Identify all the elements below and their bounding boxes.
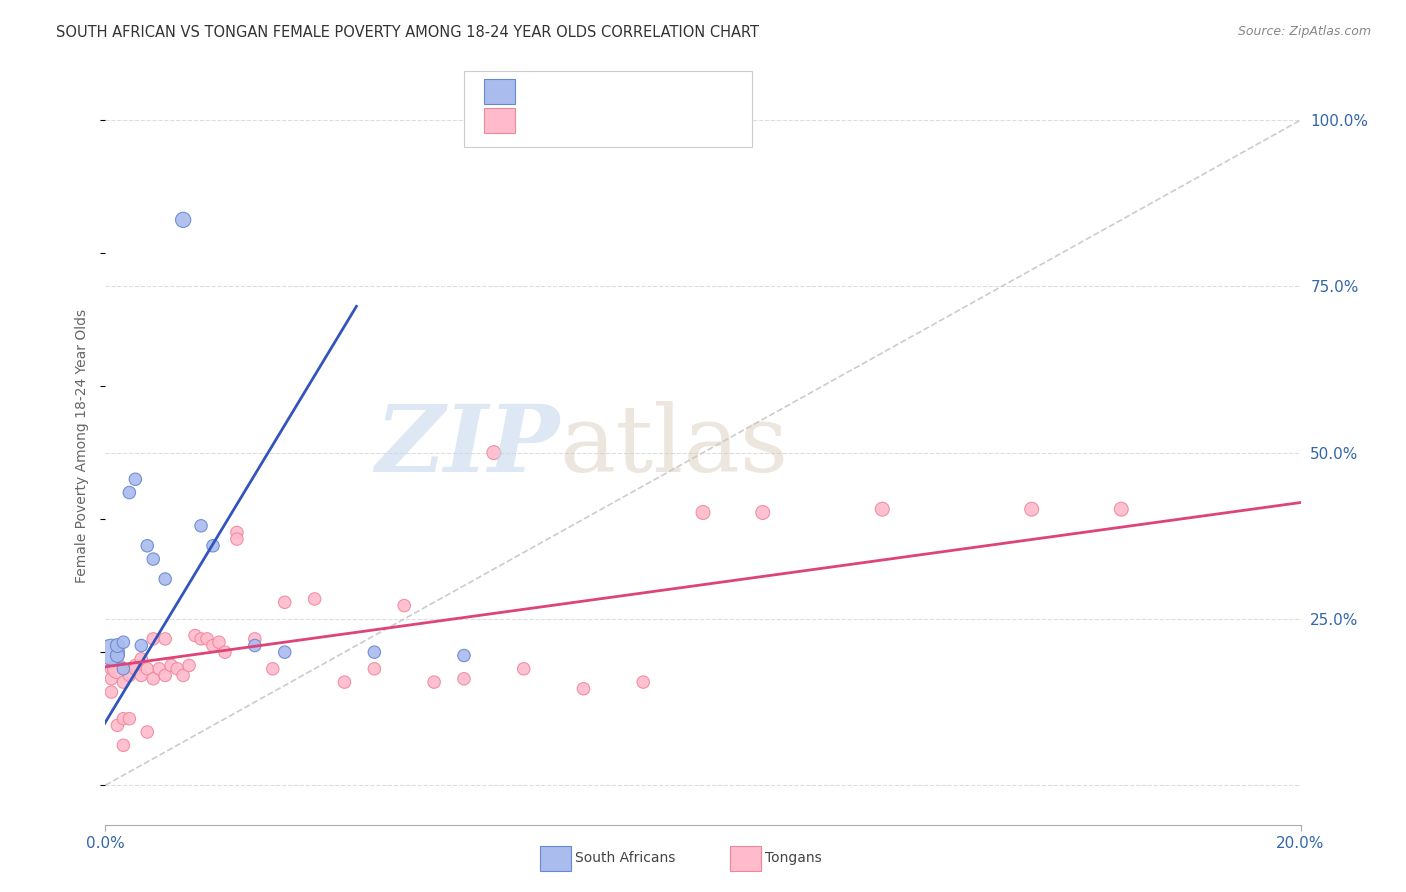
Text: SOUTH AFRICAN VS TONGAN FEMALE POVERTY AMONG 18-24 YEAR OLDS CORRELATION CHART: SOUTH AFRICAN VS TONGAN FEMALE POVERTY A… [56,25,759,40]
Point [1021,502,1043,516]
Point [142,552,165,566]
Point [363,645,385,659]
Point [107,648,129,663]
Point [112,739,135,753]
Point [304,591,326,606]
Point [273,595,295,609]
Point [118,485,141,500]
Point [112,662,135,676]
Text: R =: R = [524,113,555,128]
Text: South Africans: South Africans [575,851,675,865]
Point [190,632,212,646]
Point [214,645,236,659]
Point [225,525,249,540]
Point [751,506,773,520]
Point [1111,502,1133,516]
Point [124,658,146,673]
Point [107,639,129,653]
Point [202,639,225,653]
Point [363,662,385,676]
Text: 51: 51 [640,113,661,128]
Point [129,668,153,682]
Text: atlas: atlas [560,401,789,491]
Text: N =: N = [605,113,647,128]
Point [107,718,129,732]
Point [513,662,536,676]
Point [155,632,177,646]
Point [118,712,141,726]
Point [124,472,146,486]
Point [142,672,165,686]
Point [129,652,153,666]
Point [142,632,165,646]
Point [423,675,446,690]
Point [172,668,194,682]
Point [155,668,177,682]
Text: 0.588: 0.588 [547,85,593,99]
Point [148,662,170,676]
Point [482,445,505,459]
Point [100,645,122,659]
Point [243,639,266,653]
Point [184,629,207,643]
Text: 18: 18 [640,85,661,99]
Point [195,632,218,646]
Y-axis label: Female Poverty Among 18-24 Year Olds: Female Poverty Among 18-24 Year Olds [76,309,90,583]
Point [633,675,655,690]
Point [136,539,159,553]
Point [243,632,266,646]
Point [190,518,212,533]
Point [453,672,475,686]
Text: 0.394: 0.394 [547,113,593,128]
Point [100,685,122,699]
Text: Source: ZipAtlas.com: Source: ZipAtlas.com [1237,25,1371,38]
Point [124,662,146,676]
Text: ZIP: ZIP [375,401,560,491]
Point [453,648,475,663]
Point [112,712,135,726]
Point [112,635,135,649]
Point [692,506,714,520]
Point [394,599,416,613]
Point [202,539,225,553]
Point [208,635,231,649]
Point [136,662,159,676]
Point [572,681,595,696]
Point [177,658,201,673]
Point [262,662,284,676]
Point [100,672,122,686]
Text: R =: R = [524,85,555,99]
Text: Tongans: Tongans [765,851,821,865]
Text: N =: N = [605,85,647,99]
Point [166,662,188,676]
Point [136,725,159,739]
Point [172,212,194,227]
Point [872,502,894,516]
Point [333,675,356,690]
Point [129,639,153,653]
Point [160,658,183,673]
Point [100,662,122,676]
Point [112,675,135,690]
Point [118,668,141,682]
Point [273,645,295,659]
Point [155,572,177,586]
Point [225,532,249,546]
Point [107,662,129,676]
